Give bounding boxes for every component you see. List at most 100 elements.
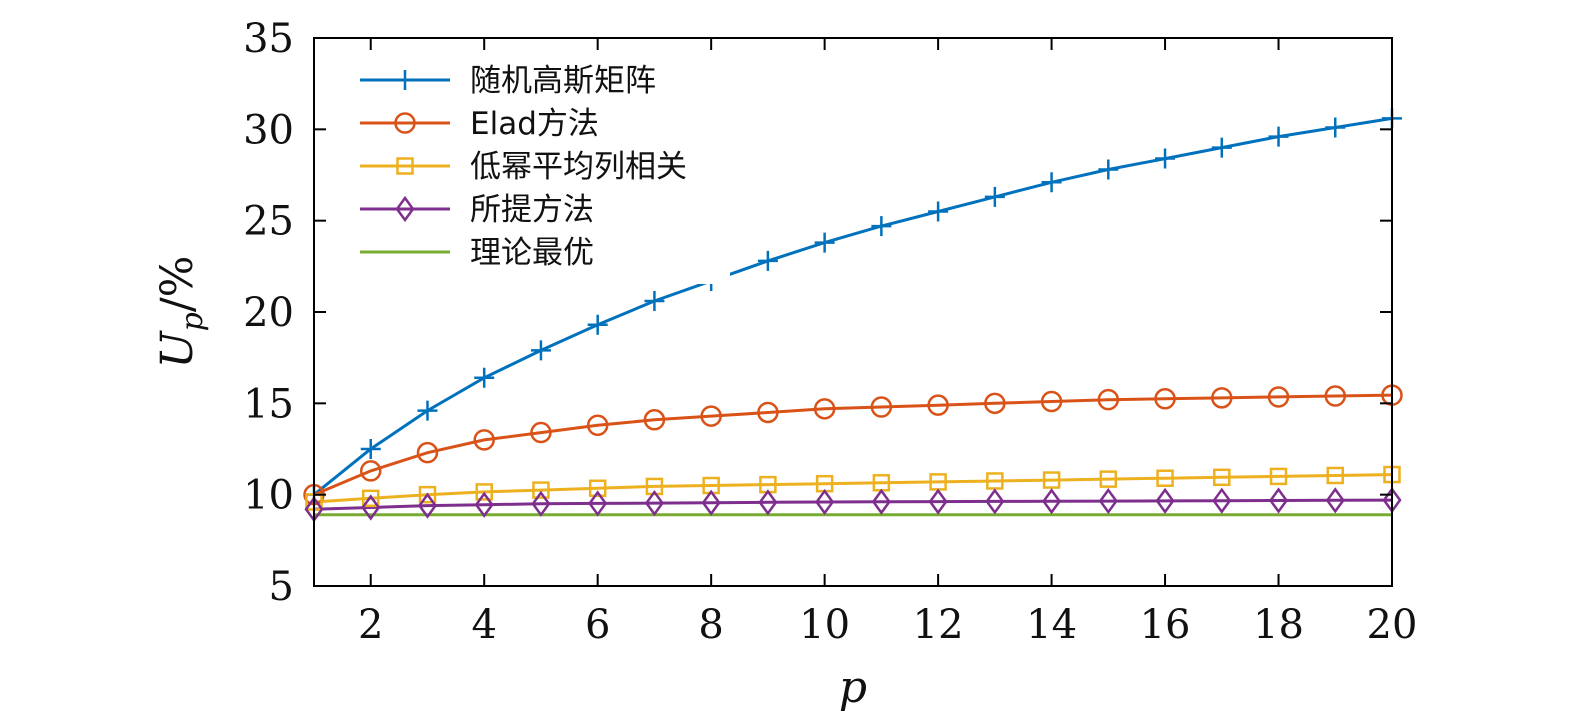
- legend-marker-1: [395, 70, 415, 90]
- data-point-series-4: [1325, 487, 1345, 514]
- data-point-series-4: [644, 489, 664, 517]
- data-point-series-2: [1324, 385, 1347, 407]
- x-tick-label: 8: [698, 602, 723, 648]
- x-tick-label: 4: [471, 602, 496, 648]
- legend-label-3: 低幂平均列相关: [470, 149, 687, 185]
- data-point-series-4: [815, 488, 835, 516]
- data-point-series-2: [813, 398, 836, 420]
- x-tick-label: 6: [585, 602, 610, 648]
- data-point-series-2: [870, 396, 893, 418]
- data-point-series-4: [1268, 487, 1289, 514]
- data-point-series-1: [984, 186, 1005, 207]
- legend-label-5: 理论最优: [470, 235, 594, 271]
- data-point-series-1: [530, 340, 551, 361]
- data-point-series-2: [927, 394, 949, 416]
- y-axis-label-sub: p: [175, 312, 210, 331]
- x-tick-label: 14: [1026, 602, 1077, 648]
- x-tick-label: 20: [1367, 602, 1418, 648]
- data-point-series-1: [474, 367, 495, 388]
- data-point-series-1: [1041, 172, 1062, 193]
- data-point-series-1: [587, 314, 608, 335]
- data-point-series-2: [700, 405, 722, 427]
- legend-label-2: Elad方法: [470, 106, 599, 142]
- data-point-series-2: [1267, 386, 1290, 408]
- data-point-series-4: [1212, 487, 1232, 514]
- data-point-series-2: [359, 460, 382, 482]
- data-point-series-4: [758, 489, 778, 516]
- data-point-series-1: [871, 216, 892, 237]
- data-point-series-3: [1326, 466, 1345, 485]
- data-point-series-2: [984, 392, 1006, 415]
- data-point-series-3: [588, 479, 607, 498]
- y-tick-label: 15: [243, 381, 294, 427]
- data-point-series-1: [1211, 137, 1232, 158]
- data-point-series-4: [417, 492, 438, 519]
- data-point-series-4: [531, 490, 551, 517]
- data-point-series-1: [814, 232, 835, 253]
- series-markers: [303, 108, 1403, 523]
- x-tick-label: 18: [1253, 602, 1304, 648]
- data-point-series-1: [757, 250, 778, 271]
- axis-ticks: 2 4 6 8 10 12 14 16 18 20 5 10 15 20 25 30 35: [243, 16, 1417, 648]
- data-point-series-4: [701, 489, 721, 516]
- data-point-series-3: [532, 481, 550, 499]
- y-tick-label: 30: [243, 107, 294, 153]
- data-point-series-3: [1269, 467, 1288, 486]
- legend-marker-4: [395, 195, 415, 223]
- data-point-series-2: [1211, 387, 1233, 409]
- svg-text:Up/%: Up/%: [152, 256, 210, 369]
- series-line-1: [313, 116, 1393, 496]
- data-point-series-1: [1325, 117, 1346, 138]
- data-point-series-2: [757, 401, 779, 424]
- data-point-series-2: [473, 429, 495, 451]
- data-point-series-1: [360, 439, 381, 459]
- data-point-series-2: [1097, 388, 1120, 411]
- data-point-series-3: [361, 489, 380, 508]
- data-point-series-2: [643, 409, 666, 431]
- data-point-series-3: [1042, 471, 1061, 489]
- y-tick-label: 35: [243, 16, 294, 62]
- data-point-series-3: [418, 485, 437, 504]
- data-point-series-4: [361, 494, 381, 521]
- data-point-series-2: [1154, 388, 1176, 410]
- data-point-series-2: [530, 421, 552, 444]
- y-axis-label-rest: /%: [152, 256, 203, 313]
- data-point-series-3: [1099, 470, 1118, 488]
- data-point-series-3: [1213, 468, 1231, 487]
- data-point-series-1: [417, 400, 438, 421]
- y-axis-label: Up/%: [152, 256, 210, 369]
- data-point-series-4: [928, 488, 948, 515]
- data-point-series-3: [475, 483, 493, 501]
- data-point-series-4: [985, 488, 1005, 515]
- data-point-series-4: [1155, 487, 1175, 515]
- data-point-series-4: [474, 491, 494, 518]
- x-axis-label: p: [839, 662, 867, 713]
- y-axis-label-main: U: [152, 329, 203, 368]
- y-tick-label: 5: [269, 564, 294, 610]
- legend-marker-3: [396, 157, 414, 175]
- x-tick-label: 2: [358, 602, 383, 648]
- series-line-3: [313, 473, 1393, 504]
- data-point-series-4: [871, 488, 891, 515]
- legend-label-4: 所提方法: [470, 192, 594, 228]
- data-point-series-2: [416, 441, 439, 464]
- y-tick-label: 25: [243, 199, 294, 245]
- y-tick-label: 10: [243, 473, 294, 519]
- data-point-series-2: [1040, 390, 1063, 413]
- data-point-series-4: [588, 490, 608, 517]
- data-point-series-4: [1098, 487, 1118, 515]
- data-point-series-1: [1268, 126, 1289, 147]
- data-point-series-3: [1156, 469, 1174, 487]
- data-point-series-1: [644, 291, 665, 312]
- legend-label-1: 随机高斯矩阵: [470, 63, 656, 99]
- x-tick-label: 12: [913, 602, 964, 648]
- data-point-series-1: [1155, 148, 1176, 169]
- legend-marker-2: [394, 112, 416, 134]
- data-point-series-1: [1098, 159, 1119, 180]
- data-point-series-1: [928, 201, 949, 222]
- data-point-series-4: [1042, 488, 1062, 515]
- x-tick-label: 10: [799, 602, 850, 648]
- x-tick-label: 16: [1140, 602, 1191, 648]
